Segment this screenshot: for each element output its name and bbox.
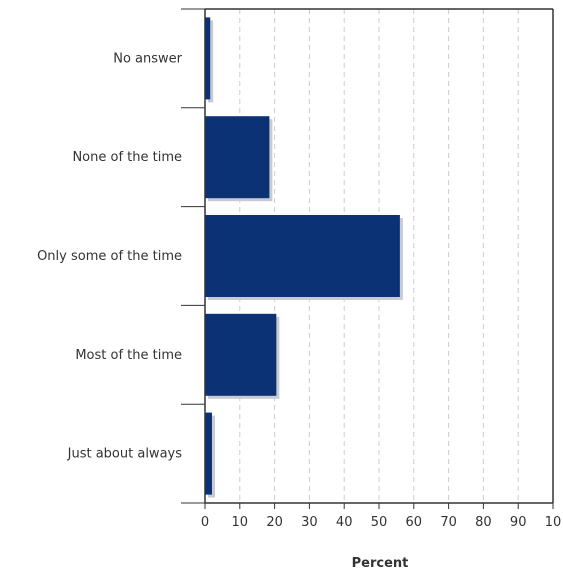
x-axis-title: Percent	[352, 556, 409, 571]
x-tick-label: 40	[336, 515, 353, 530]
category-label: None of the time	[72, 150, 182, 165]
x-tick-label: 90	[510, 515, 527, 530]
bar-shadow	[208, 20, 214, 103]
category-labels: No answer None of the time Only some of th…	[37, 51, 183, 461]
x-tick-label: 0	[201, 515, 209, 530]
category-label: Only some of the time	[37, 249, 182, 264]
category-label: Most of the time	[75, 348, 182, 363]
axes	[181, 8, 554, 509]
x-tick-label: 60	[406, 515, 423, 530]
category-label: Just about always	[67, 447, 183, 462]
category-label: No answer	[113, 51, 182, 66]
tick-labels: 0 10 20 30 40 50 60 70 80 90 10	[201, 515, 561, 530]
bar	[205, 313, 277, 396]
x-tick-label: 30	[301, 515, 318, 530]
x-tick-label: 80	[475, 515, 492, 530]
bar	[205, 412, 212, 495]
x-tick-label: 70	[440, 515, 457, 530]
bar	[205, 116, 270, 199]
x-tick-label: 10	[545, 515, 562, 530]
bars	[205, 17, 403, 498]
x-tick-label: 20	[266, 515, 283, 530]
x-tick-label: 10	[232, 515, 249, 530]
x-tick-label: 50	[371, 515, 388, 530]
bar	[205, 17, 211, 100]
bar	[205, 214, 400, 298]
